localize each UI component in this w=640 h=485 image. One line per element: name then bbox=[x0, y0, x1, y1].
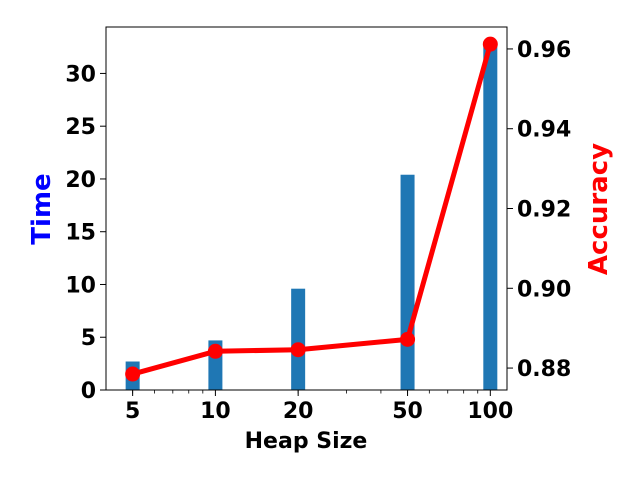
accuracy-line bbox=[131, 43, 493, 377]
y-left-tick-label: 5 bbox=[81, 326, 96, 351]
x-tick-label: 50 bbox=[392, 399, 423, 424]
bar bbox=[483, 41, 498, 390]
x-tick-label: 20 bbox=[283, 399, 314, 424]
y-right-tick-label: 0.92 bbox=[517, 198, 571, 223]
accuracy-marker bbox=[290, 342, 306, 358]
accuracy-marker bbox=[482, 36, 498, 52]
x-axis-label: Heap Size bbox=[245, 429, 368, 454]
y-left-tick-label: 10 bbox=[65, 273, 96, 298]
y-axis-left-label: Time bbox=[27, 173, 57, 244]
accuracy-marker bbox=[207, 343, 223, 359]
x-tick-label: 5 bbox=[125, 399, 140, 424]
accuracy-marker bbox=[400, 331, 416, 347]
y-left-tick-label: 0 bbox=[81, 379, 96, 404]
y-right-tick-label: 0.90 bbox=[517, 277, 571, 302]
x-tick-label: 100 bbox=[467, 399, 513, 424]
y-left-tick-label: 20 bbox=[65, 168, 96, 193]
line-layer bbox=[125, 36, 498, 382]
axes-layer: 5 10 20 50 100 0 5 10 15 20 25 30 0.88 0.90 0.92 0.94 0.… bbox=[65, 26, 571, 424]
x-tick-label: 10 bbox=[200, 399, 231, 424]
y-left-tick-label: 30 bbox=[65, 62, 96, 87]
bar bbox=[400, 174, 415, 390]
plot-frame bbox=[105, 26, 508, 391]
y-right-tick-label: 0.94 bbox=[517, 118, 571, 143]
y-right-tick-label: 0.88 bbox=[517, 357, 571, 382]
accuracy-marker bbox=[125, 366, 141, 382]
y-right-tick-label: 0.96 bbox=[517, 38, 571, 63]
y-left-tick-label: 25 bbox=[65, 115, 96, 140]
bar bbox=[291, 288, 306, 390]
y-axis-right-label: Accuracy bbox=[584, 143, 614, 275]
y-left-tick-label: 15 bbox=[65, 221, 96, 246]
